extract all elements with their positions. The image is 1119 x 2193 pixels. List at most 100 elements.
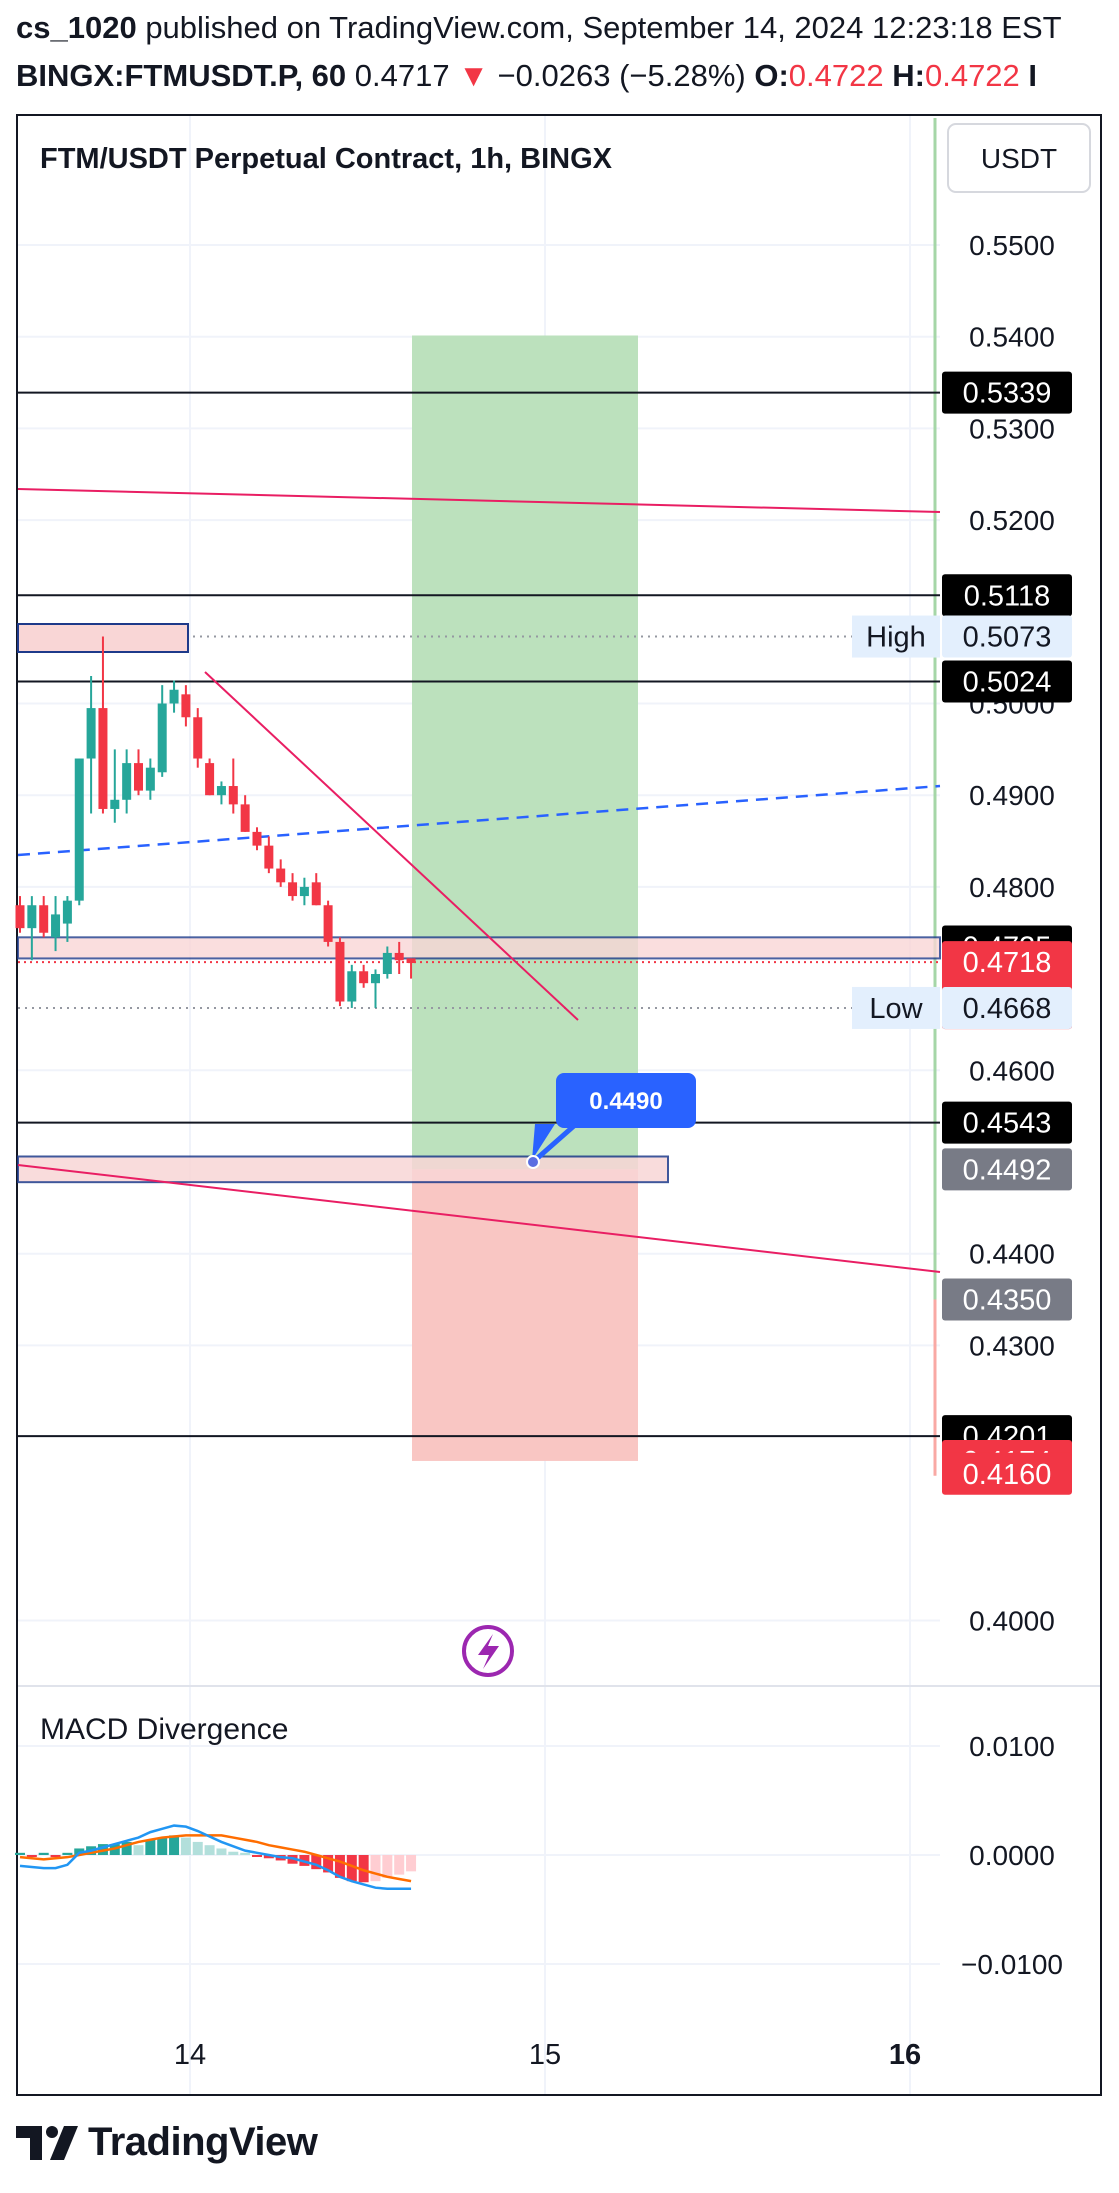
- candle-body: [264, 845, 274, 869]
- candle-body: [406, 958, 416, 964]
- macd-pane: 0.0100 0.0000 −0.0100: [15, 1731, 1063, 1980]
- macd-bar: [370, 1855, 381, 1882]
- price-label: 0.4668: [963, 993, 1052, 1025]
- high-value: 0.4722: [924, 58, 1020, 93]
- callout-label: 0.4490: [589, 1088, 662, 1115]
- candle-body: [15, 905, 25, 929]
- candle-body: [228, 786, 238, 805]
- caption-bg: [852, 615, 940, 658]
- time-tick-label: 16: [889, 2039, 921, 2071]
- candle-body: [169, 689, 179, 704]
- price-label: 0.4160: [963, 1459, 1052, 1491]
- chart-frame: [16, 114, 1102, 2096]
- price-label: 0.4718: [963, 947, 1052, 979]
- price-label-bg: [942, 574, 1072, 617]
- symbol-line: BINGX:FTMUSDT.P, 60 0.4717 ▼ −0.0263 (−5…: [16, 58, 1037, 94]
- callout-leader: [531, 1123, 577, 1164]
- candle-body: [252, 831, 262, 846]
- open-value: 0.4722: [788, 58, 884, 93]
- horizontal-levels: [18, 391, 940, 1438]
- chart-title: FTM/USDT Perpetual Contract, 1h, BINGX: [40, 143, 613, 175]
- price-label-bg: [942, 1148, 1072, 1191]
- macd-bar: [334, 1855, 345, 1878]
- macd-bar: [169, 1835, 180, 1855]
- caption-bg: [852, 986, 940, 1029]
- candle-body: [98, 708, 108, 809]
- tradingview-logo[interactable]: TradingView: [16, 2120, 318, 2165]
- price-tick-label: 0.4400: [969, 1239, 1055, 1270]
- price-tick-label: 0.4000: [969, 1606, 1055, 1637]
- currency-button[interactable]: [947, 123, 1091, 193]
- macd-bar: [157, 1837, 168, 1855]
- dashed-trendline: [17, 784, 941, 857]
- candle-body: [311, 882, 321, 906]
- signal-line: [19, 1834, 412, 1883]
- upper-trendline: [17, 488, 941, 513]
- price-label-bg: [942, 1452, 1072, 1495]
- macd-bar: [263, 1855, 274, 1859]
- high-label: H:: [892, 58, 925, 93]
- last-price: 0.4717: [354, 58, 450, 93]
- price-label-bg: [942, 615, 1072, 658]
- macd-bar: [240, 1852, 251, 1855]
- macd-bar: [252, 1855, 262, 1857]
- price-tick-label: 0.5300: [969, 413, 1055, 444]
- symbol-name: BINGX:FTMUSDT.P, 60: [16, 58, 347, 93]
- time-tick-label: 15: [529, 2039, 561, 2071]
- candle-body: [205, 763, 215, 796]
- macd-line: [19, 1824, 412, 1891]
- indicator-title: MACD Divergence: [40, 1713, 288, 1746]
- price-label: 0.5118: [964, 580, 1051, 612]
- macd-bar: [311, 1855, 322, 1870]
- callout-anchor: [526, 1155, 540, 1169]
- price-tick-label: 0.4800: [969, 872, 1055, 903]
- price-axis: 0.55000.54000.53000.52000.50000.49000.48…: [852, 230, 1072, 1637]
- open-label: O:: [754, 58, 789, 93]
- macd-bar: [394, 1855, 405, 1875]
- candle-body: [86, 708, 96, 759]
- time-tick-label: 14: [174, 2039, 206, 2071]
- price-tick-label: 0.4600: [969, 1055, 1055, 1086]
- candle-body: [110, 799, 120, 809]
- macd-bar: [192, 1841, 203, 1855]
- price-label: 0.5073: [963, 622, 1052, 654]
- price-change: −0.0263 (−5.28%): [497, 58, 746, 93]
- candle-body: [359, 971, 369, 984]
- candle-body: [240, 804, 250, 832]
- caption-label: High: [866, 622, 926, 654]
- lower-trendline: [17, 1164, 941, 1273]
- down-arrow-icon: ▼: [458, 58, 489, 93]
- macd-bar: [406, 1855, 417, 1872]
- candle-body: [371, 974, 380, 984]
- macd-bar: [228, 1851, 239, 1855]
- candle-body: [134, 763, 143, 791]
- price-label: 0.5339: [963, 378, 1052, 410]
- macd-bar: [323, 1855, 334, 1873]
- candle-body: [299, 886, 309, 897]
- currency-button-label: USDT: [981, 143, 1057, 174]
- macd-bar: [346, 1855, 357, 1882]
- price-label-bg: [942, 660, 1072, 703]
- price-label: 0.4492: [963, 1154, 1052, 1186]
- macd-bar: [121, 1841, 132, 1855]
- published-text: published on TradingView.com, September …: [145, 10, 1062, 45]
- tradingview-logo-icon: [16, 2125, 78, 2160]
- callout-pointer: [532, 1124, 555, 1160]
- price-tick-label: 0.5400: [969, 322, 1055, 353]
- resistance-box: [17, 936, 941, 960]
- lightning-icon[interactable]: [462, 1625, 514, 1677]
- macd-bar: [382, 1855, 393, 1878]
- candle-body: [288, 882, 298, 897]
- candle-body: [382, 952, 392, 975]
- position-zones: [412, 118, 937, 1476]
- macd-bar: [358, 1855, 369, 1883]
- candle-body: [62, 900, 72, 924]
- price-label: 0.5024: [963, 666, 1052, 698]
- price-label: 0.4350: [963, 1285, 1052, 1317]
- author-name[interactable]: cs_1020: [16, 10, 137, 45]
- time-axis: 14 15 16: [174, 2039, 921, 2071]
- candle-body: [276, 868, 286, 883]
- macd-bar: [216, 1848, 227, 1855]
- candle-body: [145, 767, 155, 791]
